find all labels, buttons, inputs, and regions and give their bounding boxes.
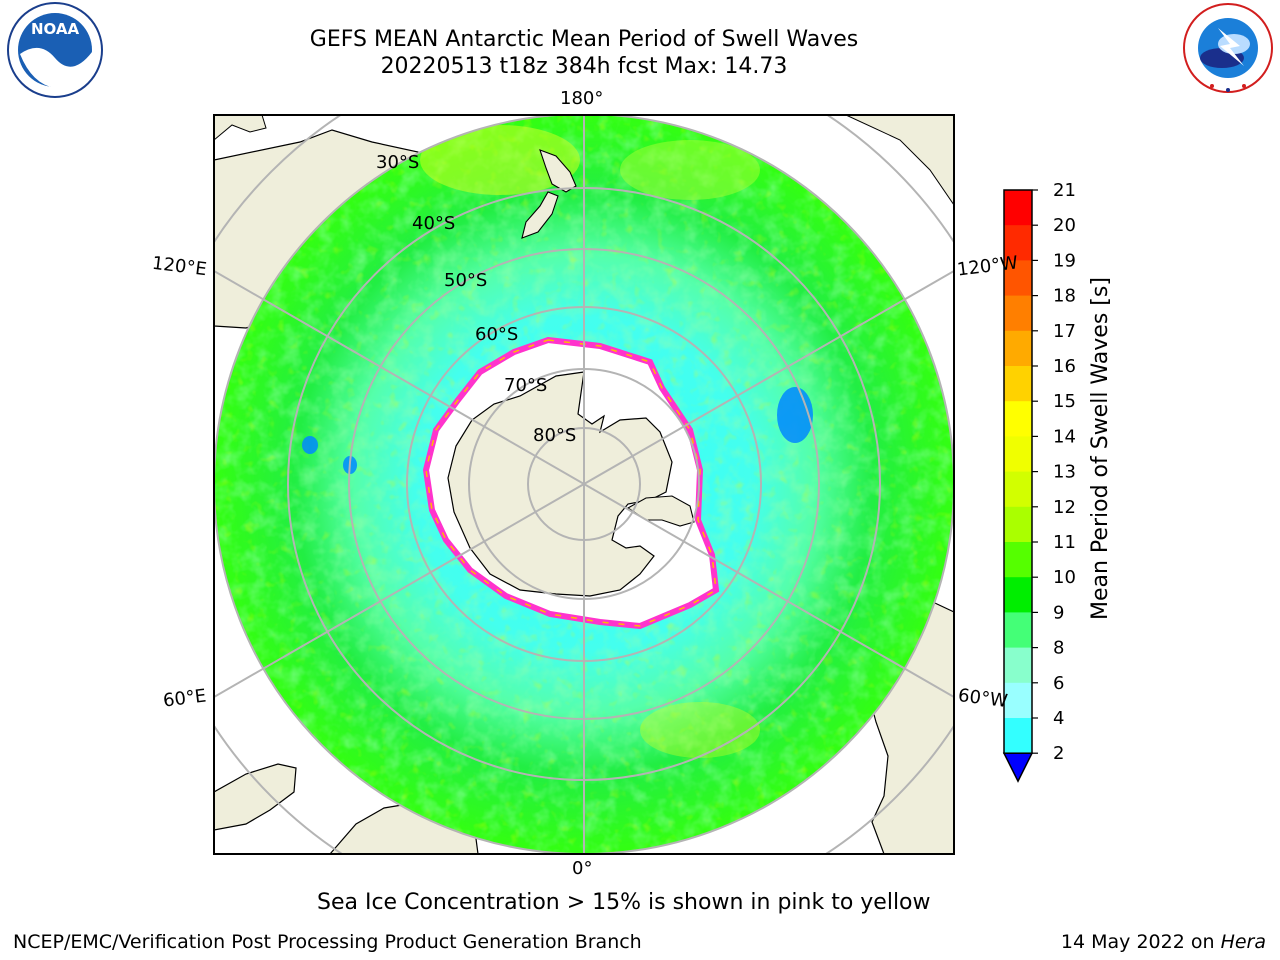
lat-label-70s: 70°S — [504, 375, 548, 396]
colorbar-band — [1004, 682, 1032, 719]
footer-right: 14 May 2022 on Hera — [1061, 931, 1266, 953]
colorbar-band — [1004, 718, 1032, 754]
colorbar-band — [1004, 436, 1032, 473]
colorbar-band — [1004, 225, 1032, 261]
colorbar-tick-label: 8 — [1053, 638, 1064, 659]
noaa-logo: NOAA — [7, 2, 103, 98]
colorbar-tick-label: 9 — [1053, 602, 1064, 623]
land-top-right — [845, 115, 954, 206]
lat-label-40s: 40°S — [412, 213, 456, 234]
land-new-zealand-south — [521, 191, 559, 239]
colorbar-tick-label: 18 — [1053, 286, 1076, 307]
lat-label-60s: 60°S — [475, 324, 519, 345]
chart-title: GEFS MEAN Antarctic Mean Period of Swell… — [309, 27, 859, 52]
colorbar-tick-label: 6 — [1053, 673, 1064, 694]
colorbar-band — [1004, 401, 1032, 437]
colorbar-extend-arrow — [1002, 752, 1034, 783]
colorbar-tick-label: 20 — [1053, 215, 1076, 236]
noaa-logo-text: NOAA — [31, 20, 80, 38]
land-antarctica — [447, 371, 673, 597]
colorbar-tick-label: 17 — [1053, 321, 1076, 342]
lat-label-80s: 80°S — [533, 425, 577, 446]
colorbar-band — [1004, 577, 1032, 613]
lat-label-50s: 50°S — [444, 270, 488, 291]
colorbar-band — [1004, 612, 1032, 649]
lat-label-30s: 30°S — [376, 152, 420, 173]
colorbar-label: Mean Period of Swell Waves [s] — [1088, 277, 1113, 620]
colorbar-tick-label: 11 — [1053, 532, 1076, 553]
colorbar-tick-label: 4 — [1053, 708, 1064, 729]
colorbar-band — [1004, 330, 1032, 367]
colorbar-tick-label: 10 — [1053, 567, 1076, 588]
colorbar-band — [1004, 295, 1032, 332]
colorbar-tick-label: 19 — [1053, 250, 1076, 271]
colorbar-tick-label: 13 — [1053, 462, 1076, 483]
colorbar-band — [1004, 506, 1032, 543]
colorbar-tick-label: 15 — [1053, 391, 1076, 412]
sea-ice-note: Sea Ice Concentration > 15% is shown in … — [317, 890, 931, 915]
lon-label-180: 180° — [560, 88, 604, 109]
colorbar-band — [1004, 647, 1032, 684]
colorbar-tick-label: 2 — [1053, 743, 1064, 764]
colorbar-tick-label: 21 — [1053, 180, 1076, 201]
lon-label-0: 0° — [572, 858, 593, 879]
land-madagascar — [214, 763, 297, 831]
colorbar: 21 20 19 18 17 16 15 14 13 12 11 10 9 8 6 4 2 — [1002, 180, 1076, 783]
nws-logo — [1183, 3, 1273, 93]
land-top-left — [214, 115, 267, 141]
colorbar-band — [1004, 471, 1032, 508]
map-frame — [213, 114, 955, 855]
colorbar-band — [1004, 542, 1032, 578]
colorbar-tick-label: 16 — [1053, 356, 1076, 377]
colorbar-band — [1004, 190, 1032, 226]
colorbar-tick-label: 12 — [1053, 497, 1076, 518]
footer-host: Hera — [1220, 931, 1266, 953]
footer-left: NCEP/EMC/Verification Post Processing Pr… — [13, 931, 642, 953]
graticule — [214, 115, 954, 854]
chart-subtitle: 20220513 t18z 384h fcst Max: 14.73 — [380, 54, 788, 79]
colorbar-tick-label: 14 — [1053, 426, 1076, 447]
colorbar-band — [1004, 260, 1032, 297]
colorbar-band — [1004, 366, 1032, 402]
footer-date: 14 May 2022 on — [1060, 931, 1221, 953]
